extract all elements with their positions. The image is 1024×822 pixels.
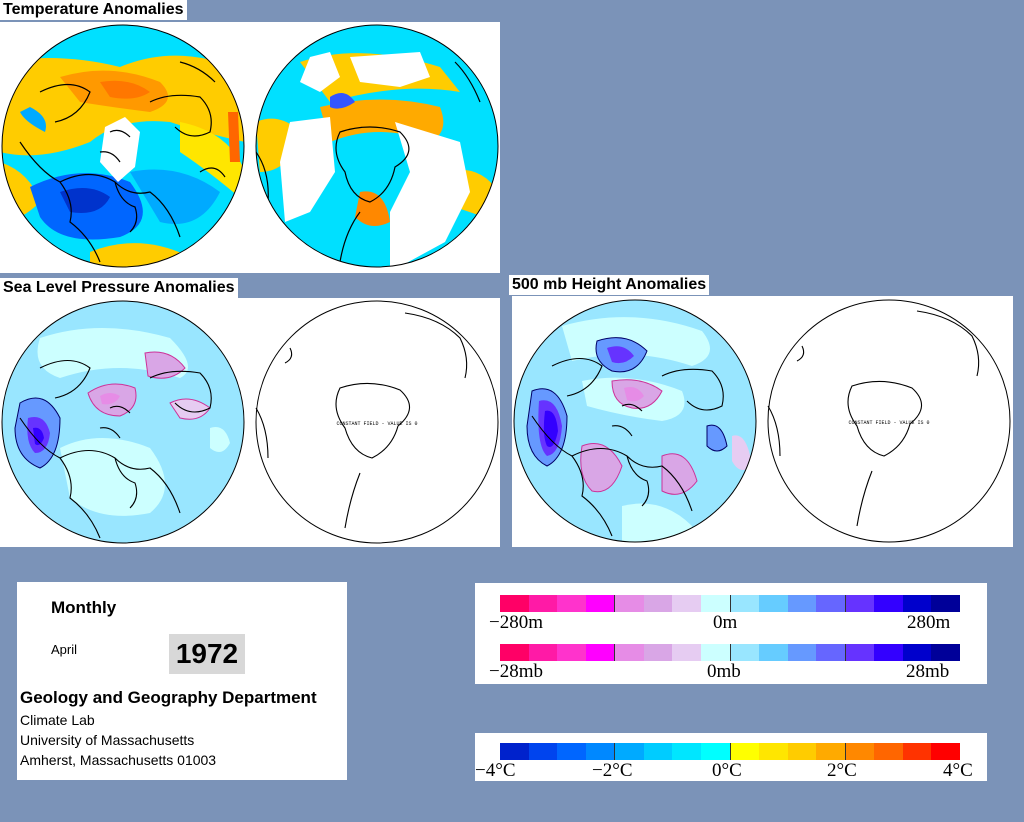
height-legend-swatch [874,595,903,612]
height-legend-swatch [931,595,960,612]
temperature-south-hemisphere-map [255,24,499,268]
temperature-legend-swatch [672,743,701,760]
month-label: April [51,642,78,657]
pressure-legend-swatch [730,644,760,661]
height-legend-swatch [672,595,701,612]
pressure-legend-swatch [759,644,788,661]
height-legend-min: −280m [489,612,543,633]
temperature-north-hemisphere-map [1,24,245,268]
pressure-legend-min: −28mb [489,661,543,682]
lab-name: Climate Lab [20,712,95,728]
pressure-legend-swatch [845,644,875,661]
slp-south-hemisphere-map: CONSTANT FIELD - VALUE IS 0 [255,300,499,544]
height-constant-field-label: CONSTANT FIELD - VALUE IS 0 [848,420,929,426]
pressure-legend-swatch [528,644,558,661]
year-badge: 1972 [169,634,245,674]
pressure-legend-zero: 0mb [707,661,741,682]
pressure-legend-swatch [902,644,932,661]
temperature-panel [0,22,500,273]
temperature-legend: −4°C −2°C 0°C 2°C 4°C [475,733,987,781]
temperature-legend-swatch [759,743,788,760]
height-legend-swatch [500,595,529,612]
height-legend-swatch [816,595,846,612]
department-name: Geology and Geography Department [20,688,317,707]
height-legend-swatch [643,595,673,612]
temp-legend-minus2: −2°C [592,760,633,781]
height-legend-swatch [759,595,788,612]
height-south-hemisphere-map: CONSTANT FIELD - VALUE IS 0 [767,299,1011,543]
500mb-height-panel: CONSTANT FIELD - VALUE IS 0 [512,296,1013,547]
pressure-legend-swatch [585,644,616,661]
height-color-bar [500,595,960,612]
pressure-legend-swatch [700,644,731,661]
pressure-legend-swatch [557,644,586,661]
pressure-legend-swatch [787,644,817,661]
temperature-legend-swatch [528,743,558,760]
temperature-legend-swatch [816,743,846,760]
height-legend-swatch [845,595,875,612]
info-box: Monthly April 1972 Geology and Geography… [17,582,347,780]
height-pressure-legend: −280m 0m 280m −28mb 0mb 28mb [475,583,987,684]
height-legend-swatch [700,595,731,612]
temperature-legend-swatch [902,743,932,760]
500mb-height-anomalies-title: 500 mb Height Anomalies [509,275,710,295]
address-line: Amherst, Massachusetts 01003 [20,752,217,768]
pressure-color-bar [500,644,960,661]
pressure-legend-swatch [931,644,960,661]
pressure-legend-swatch [500,644,529,661]
temperature-legend-swatch [730,743,760,760]
temperature-legend-swatch [643,743,673,760]
temperature-anomalies-title: Temperature Anomalies [0,0,187,20]
pressure-legend-max: 28mb [906,661,950,682]
temperature-legend-swatch [557,743,586,760]
height-legend-swatch [528,595,558,612]
temperature-legend-swatch [700,743,731,760]
temperature-legend-swatch [931,743,960,760]
temp-legend-zero: 0°C [712,760,742,781]
height-legend-swatch [730,595,760,612]
temperature-legend-swatch [845,743,875,760]
temperature-legend-swatch [500,743,529,760]
height-legend-zero: 0m [713,612,738,633]
university-name: University of Massachusetts [20,732,195,748]
height-legend-swatch [902,595,932,612]
pressure-legend-swatch [615,644,644,661]
temperature-legend-swatch [585,743,616,760]
height-legend-max: 280m [907,612,951,633]
temperature-legend-swatch [874,743,903,760]
height-north-hemisphere-map [513,299,757,543]
slp-constant-field-label: CONSTANT FIELD - VALUE IS 0 [336,421,417,427]
height-legend-swatch [787,595,817,612]
height-legend-swatch [585,595,616,612]
temperature-legend-swatch [787,743,817,760]
period-label: Monthly [51,598,117,617]
height-legend-swatch [557,595,586,612]
temp-legend-plus4: 4°C [943,760,973,781]
pressure-legend-swatch [672,644,701,661]
sea-level-pressure-anomalies-title: Sea Level Pressure Anomalies [0,278,238,298]
temp-legend-plus2: 2°C [827,760,857,781]
temp-legend-minus4: −4°C [475,760,516,781]
pressure-legend-swatch [643,644,673,661]
slp-north-hemisphere-map [1,300,245,544]
sea-level-pressure-panel: CONSTANT FIELD - VALUE IS 0 [0,298,500,547]
height-legend-swatch [615,595,644,612]
pressure-legend-swatch [816,644,846,661]
temperature-color-bar [500,743,960,760]
temperature-legend-swatch [615,743,644,760]
pressure-legend-swatch [874,644,903,661]
